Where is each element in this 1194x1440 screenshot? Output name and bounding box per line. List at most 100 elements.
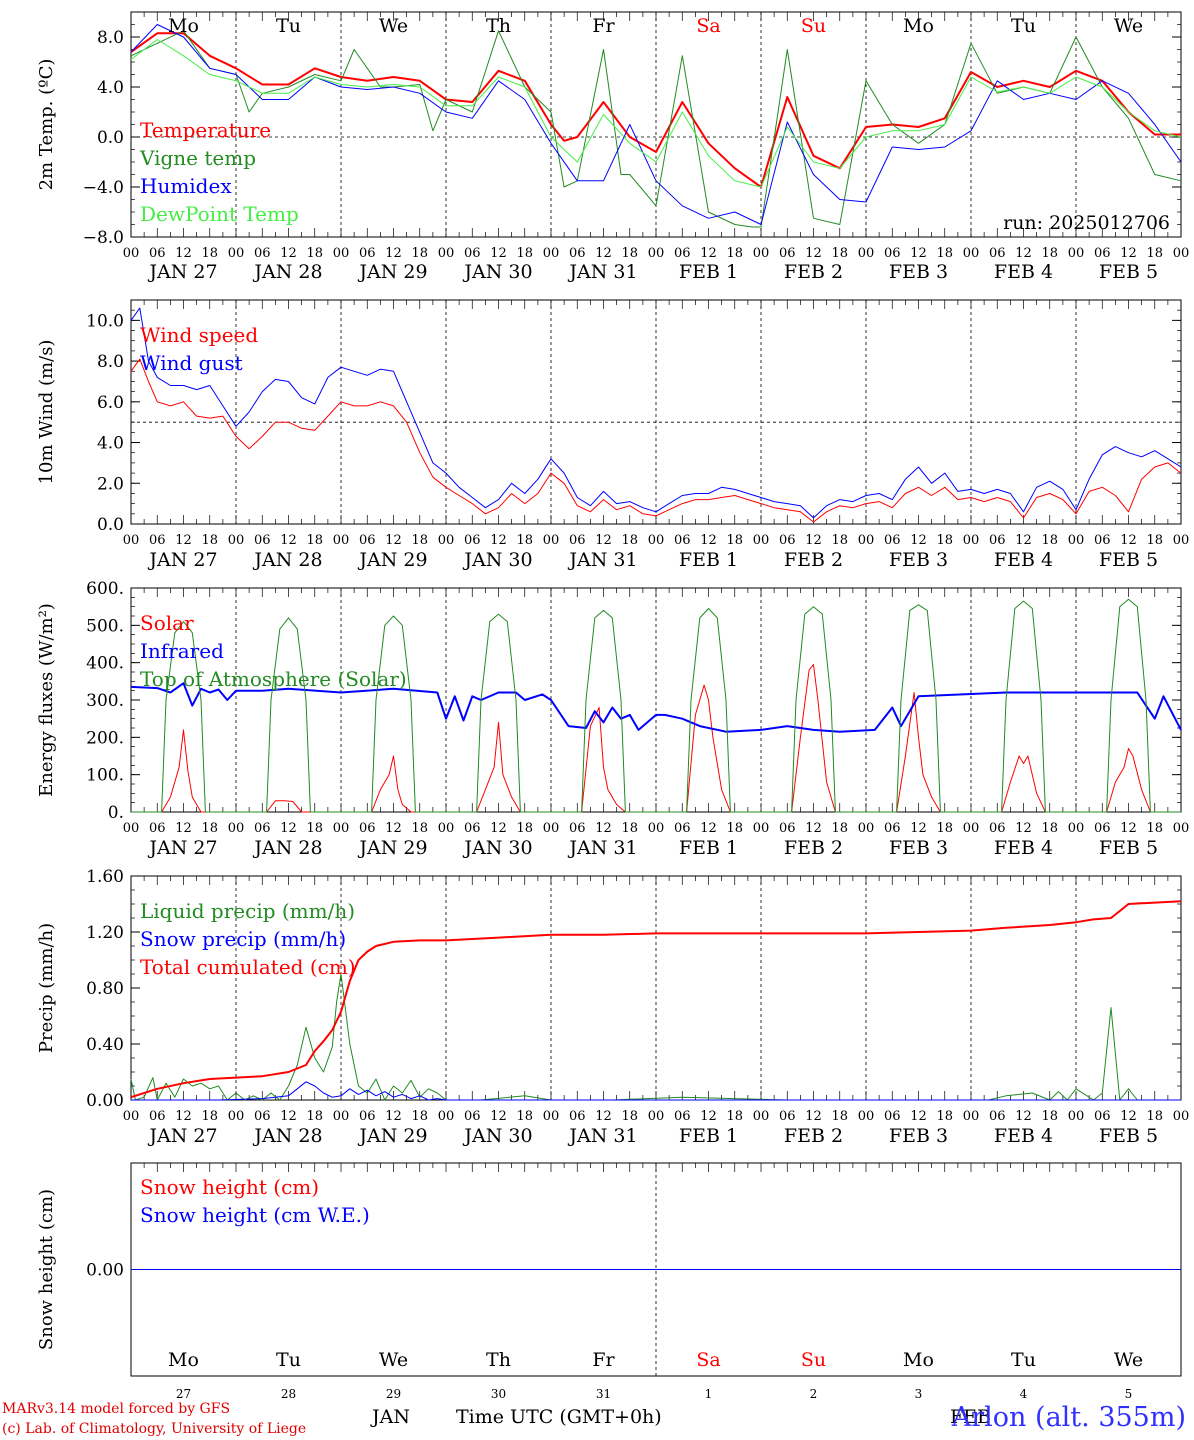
hour-label: 18 [411,1109,428,1124]
hour-label: 06 [149,246,166,261]
hour-label: 00 [123,246,140,261]
hour-label: 06 [569,821,586,836]
hour-label: 12 [1120,821,1137,836]
hour-label: 18 [411,821,428,836]
day-number-label: 28 [281,1387,296,1401]
hour-label: 18 [411,533,428,548]
hour-label: 06 [989,533,1006,548]
y-tick-label: 100. [86,766,124,786]
y-tick-label: 200. [86,728,124,748]
date-label: JAN 28 [252,837,322,859]
date-label: FEB 1 [679,261,738,283]
hour-label: 12 [175,821,192,836]
hour-label: 18 [936,533,953,548]
date-label: JAN 27 [147,1125,217,1147]
hour-label: 18 [1041,533,1058,548]
date-label: FEB 2 [784,837,843,859]
date-label: FEB 5 [1099,261,1158,283]
hour-label: 18 [1146,246,1163,261]
y-axis-label: 10m Wind (m/s) [36,340,57,485]
date-label: FEB 4 [994,549,1053,571]
date-label: FEB 4 [994,1125,1053,1147]
hour-label: 00 [753,533,770,548]
x-axis-title: Time UTC (GMT+0h) [456,1406,662,1428]
hour-label: 00 [333,246,350,261]
hour-label: 12 [595,246,612,261]
hour-label: 00 [753,246,770,261]
hour-label: 18 [726,533,743,548]
series-line-wind-gust [130,307,1182,519]
y-tick-label: −8.0 [83,228,124,248]
y-tick-label: 0.00 [86,1091,124,1111]
hour-label: 12 [385,821,402,836]
date-label: JAN 31 [567,261,637,283]
hour-label: 00 [963,1109,980,1124]
series-line-humidex [130,24,1182,225]
hour-label: 12 [280,533,297,548]
hour-label: 06 [359,821,376,836]
hour-label: 00 [438,246,455,261]
hour-label: 18 [1041,246,1058,261]
hour-label: 12 [490,533,507,548]
y-tick-label: 0.0 [97,128,124,148]
hour-label: 12 [490,821,507,836]
hour-label: 12 [595,533,612,548]
weekday-label: Tu [276,1349,301,1371]
hour-label: 00 [1173,246,1190,261]
hour-label: 00 [753,1109,770,1124]
hour-label: 18 [306,533,323,548]
legend-entry: Snow height (cm W.E.) [140,1203,370,1227]
weekday-label: Fr [592,1349,615,1371]
hour-label: 00 [963,533,980,548]
y-tick-label: 10.0 [86,311,124,331]
hour-label: 00 [648,246,665,261]
credit-line-lab: (c) Lab. of Climatology, University of L… [2,1421,307,1437]
y-tick-label: 8.0 [97,352,124,372]
legend-entry: Temperature [140,118,271,142]
date-label: JAN 30 [462,261,532,283]
hour-label: 12 [700,821,717,836]
legend-entry: Snow height (cm) [140,1175,319,1199]
hour-label: 06 [1094,533,1111,548]
y-tick-label: 1.60 [86,867,124,887]
date-label: JAN 28 [252,261,322,283]
hour-label: 00 [333,821,350,836]
date-label: JAN 30 [462,549,532,571]
y-tick-label: 6.0 [97,393,124,413]
hour-label: 12 [1015,1109,1032,1124]
weekday-label: Sa [696,1349,720,1371]
weekday-label: Tu [276,15,301,37]
hour-label: 00 [1068,246,1085,261]
date-label: JAN 29 [357,549,427,571]
hour-label: 12 [490,246,507,261]
series-line-temperature [130,32,1181,188]
y-tick-label: 8.0 [97,28,124,48]
hour-label: 00 [333,533,350,548]
legend-entry: Vigne temp [139,146,256,170]
hour-label: 00 [228,821,245,836]
hour-label: 00 [753,821,770,836]
day-number-label: 3 [915,1387,923,1401]
date-label: FEB 3 [889,261,948,283]
hour-label: 06 [884,821,901,836]
panel-wind [130,299,1182,525]
weekday-label: Su [801,15,826,37]
hour-label: 06 [989,821,1006,836]
date-label: JAN 29 [357,1125,427,1147]
hour-label: 06 [1094,246,1111,261]
hour-label: 12 [280,821,297,836]
series-line-top-of-atmosphere-solar- [131,598,1181,813]
hour-label: 06 [464,821,481,836]
date-label: FEB 1 [679,837,738,859]
hour-label: 18 [516,821,533,836]
hour-label: 12 [280,246,297,261]
hour-label: 06 [884,533,901,548]
hour-label: 18 [411,246,428,261]
series-line-infrared [130,682,1182,733]
hour-label: 18 [726,246,743,261]
weekday-label: We [379,1349,408,1371]
day-number-label: 1 [705,1387,713,1401]
hour-label: 00 [228,533,245,548]
y-tick-label: 0.00 [86,1261,124,1281]
date-label: JAN 31 [567,549,637,571]
